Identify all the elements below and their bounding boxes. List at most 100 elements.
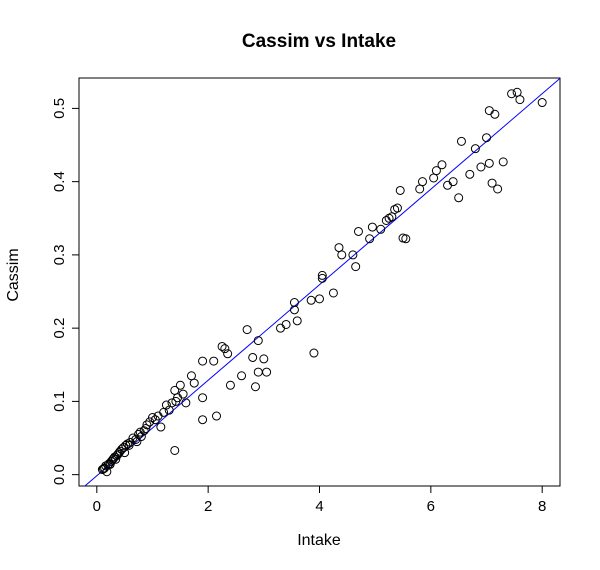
data-point	[289, 305, 299, 315]
data-point	[334, 243, 344, 253]
data-point	[102, 467, 112, 477]
data-point	[237, 371, 247, 381]
data-point	[465, 169, 475, 179]
data-point	[253, 336, 263, 346]
data-point	[437, 160, 447, 170]
data-point	[121, 440, 131, 450]
data-point	[120, 448, 130, 458]
y-axis-label: Cassim	[5, 248, 22, 301]
data-point	[259, 354, 269, 364]
data-point	[431, 166, 441, 176]
data-point	[217, 341, 227, 351]
y-tick-label: 0.1	[51, 391, 68, 412]
data-point	[198, 356, 208, 366]
data-point	[315, 294, 324, 304]
data-point	[292, 316, 302, 326]
data-point	[415, 184, 425, 194]
data-point	[317, 273, 327, 283]
data-point	[365, 234, 375, 244]
data-point	[429, 173, 439, 183]
data-point	[454, 193, 464, 203]
data-point	[443, 180, 453, 190]
fit-line-group	[84, 78, 560, 486]
y-axis: 0.0 0.1 0.2 0.3 0.4 0.5	[51, 98, 80, 485]
data-point	[178, 389, 188, 399]
data-point	[225, 380, 235, 390]
x-tick-label: 2	[204, 498, 212, 515]
data-point	[281, 319, 291, 329]
chart-title: Cassim vs Intake	[242, 31, 396, 52]
data-point	[515, 95, 525, 105]
y-tick-label: 0.2	[51, 318, 68, 339]
data-point	[136, 432, 146, 442]
data-point	[289, 298, 299, 308]
y-tick-label: 0.4	[51, 171, 68, 192]
data-point	[142, 420, 152, 430]
data-point	[328, 288, 338, 298]
points-group	[97, 87, 547, 477]
x-tick-label: 0	[93, 498, 101, 515]
data-point	[470, 144, 480, 154]
data-point	[262, 367, 272, 377]
data-point	[395, 185, 405, 195]
data-point	[181, 398, 191, 408]
data-point	[156, 422, 166, 432]
y-tick-label: 0.0	[51, 464, 68, 485]
data-point	[223, 349, 233, 359]
data-point	[537, 98, 547, 108]
data-point	[309, 348, 319, 358]
x-tick-label: 8	[538, 498, 546, 515]
data-point	[250, 382, 260, 392]
data-point	[317, 270, 327, 280]
data-point	[175, 380, 185, 390]
data-point	[392, 203, 402, 213]
data-point	[306, 295, 316, 305]
data-point	[512, 87, 522, 97]
data-point	[209, 356, 219, 366]
x-tick-label: 6	[427, 498, 435, 515]
data-point	[253, 367, 263, 377]
data-point	[170, 445, 180, 455]
data-point	[242, 325, 252, 335]
data-point	[448, 177, 458, 187]
data-point	[189, 378, 199, 388]
data-point	[417, 177, 427, 187]
data-point	[276, 323, 286, 333]
x-axis-label: Intake	[297, 532, 341, 549]
x-axis: 0 2 4 6 8	[93, 485, 546, 515]
regression-line	[84, 78, 560, 486]
data-point	[490, 109, 500, 119]
data-point	[248, 352, 258, 362]
data-point	[348, 250, 358, 260]
data-point	[456, 136, 466, 146]
data-point	[507, 89, 517, 99]
data-point	[484, 158, 494, 168]
data-point	[161, 400, 171, 410]
data-point	[125, 437, 135, 447]
data-point	[487, 178, 497, 188]
data-point	[212, 411, 222, 421]
data-point	[387, 212, 397, 222]
data-point	[131, 434, 141, 444]
data-point	[353, 226, 363, 236]
data-point	[186, 371, 196, 381]
y-tick-label: 0.5	[51, 98, 68, 119]
data-point	[145, 417, 155, 427]
data-point	[476, 162, 486, 172]
x-tick-label: 4	[315, 498, 323, 515]
data-point	[198, 415, 208, 425]
data-point	[141, 423, 151, 433]
data-point	[401, 234, 411, 244]
data-point	[376, 224, 386, 234]
data-point	[367, 222, 377, 232]
data-point	[198, 393, 208, 403]
data-point	[337, 250, 347, 260]
data-point	[139, 426, 149, 436]
data-point	[498, 157, 508, 167]
y-tick-label: 0.3	[51, 244, 68, 265]
data-point	[167, 398, 177, 408]
data-point	[482, 133, 492, 143]
data-point	[493, 184, 503, 194]
data-point	[484, 106, 494, 116]
